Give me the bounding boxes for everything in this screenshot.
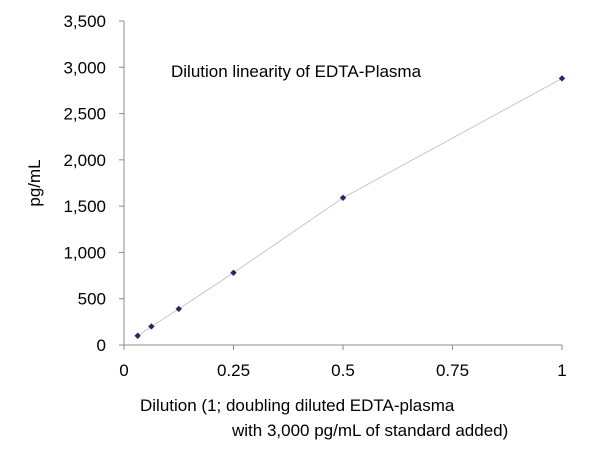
- y-tick-label: 0: [97, 336, 106, 355]
- x-tick-group: 0 0.25 0.5 0.75 1: [119, 345, 567, 380]
- y-tick-label: 2,000: [63, 151, 106, 170]
- y-axis-title: pg/mL: [25, 159, 44, 206]
- data-point: [339, 194, 347, 202]
- y-tick-label: 500: [78, 290, 106, 309]
- data-point: [230, 269, 237, 276]
- x-axis-title-line-2: with 3,000 pg/mL of standard added): [231, 421, 508, 440]
- series-group: [134, 75, 566, 339]
- x-tick-label: 0.75: [436, 361, 469, 380]
- x-tick-label: 1: [557, 361, 566, 380]
- data-point: [558, 75, 566, 82]
- data-point: [175, 305, 182, 313]
- x-tick-label: 0.25: [217, 361, 250, 380]
- x-axis: 0 0.25 0.5 0.75 1: [119, 344, 567, 380]
- y-tick-label: 1,000: [63, 243, 106, 262]
- y-tick-label: 2,500: [63, 105, 106, 124]
- data-point: [134, 332, 141, 339]
- x-axis-title-line-1: Dilution (1; doubling diluted EDTA-plasm…: [140, 396, 455, 415]
- chart-title: Dilution linearity of EDTA-Plasma: [171, 62, 422, 81]
- data-point: [148, 323, 155, 330]
- y-tick-group: 0 500 1,000 1,500 2,000 2,500 3,000 3,500: [63, 12, 124, 355]
- series-line: [137, 77, 563, 337]
- x-tick-label: 0: [119, 361, 128, 380]
- y-axis: 0 500 1,000 1,500 2,000 2,500 3,000 3,500: [63, 12, 125, 355]
- y-tick-label: 3,500: [63, 12, 106, 31]
- y-tick-label: 1,500: [63, 197, 106, 216]
- y-tick-label: 3,000: [63, 58, 106, 77]
- x-tick-label: 0.5: [331, 361, 355, 380]
